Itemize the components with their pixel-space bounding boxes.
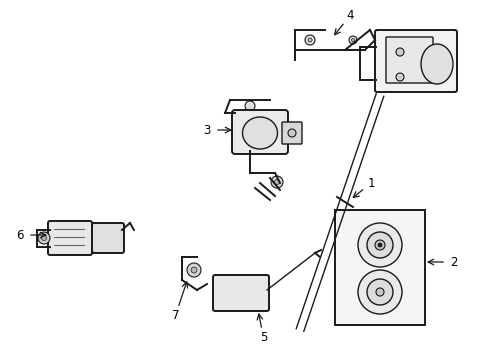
FancyBboxPatch shape [231, 110, 287, 154]
Circle shape [186, 263, 201, 277]
FancyBboxPatch shape [92, 223, 124, 253]
FancyBboxPatch shape [374, 30, 456, 92]
Text: 4: 4 [346, 9, 353, 22]
Circle shape [395, 73, 403, 81]
Circle shape [357, 270, 401, 314]
Text: 7: 7 [171, 309, 179, 322]
Circle shape [307, 38, 311, 42]
FancyBboxPatch shape [48, 221, 92, 255]
Circle shape [348, 36, 356, 44]
Text: 1: 1 [367, 176, 374, 189]
Circle shape [374, 240, 384, 250]
Text: 2: 2 [449, 256, 457, 269]
FancyBboxPatch shape [282, 122, 302, 144]
Circle shape [305, 35, 314, 45]
Circle shape [38, 232, 50, 244]
Bar [334, 210, 424, 325]
Circle shape [375, 288, 383, 296]
Circle shape [287, 129, 295, 137]
Text: 3: 3 [203, 123, 210, 136]
Circle shape [191, 267, 197, 273]
Circle shape [270, 176, 283, 188]
Ellipse shape [420, 44, 452, 84]
Circle shape [366, 232, 392, 258]
Circle shape [377, 243, 381, 247]
Circle shape [366, 279, 392, 305]
Text: 5: 5 [259, 331, 267, 345]
Text: 6: 6 [16, 229, 24, 242]
Ellipse shape [242, 117, 277, 149]
Circle shape [395, 48, 403, 56]
FancyBboxPatch shape [385, 37, 432, 83]
Circle shape [351, 39, 354, 41]
FancyBboxPatch shape [213, 275, 268, 311]
Circle shape [274, 180, 279, 185]
Circle shape [41, 235, 46, 240]
Circle shape [357, 223, 401, 267]
Circle shape [244, 101, 254, 111]
